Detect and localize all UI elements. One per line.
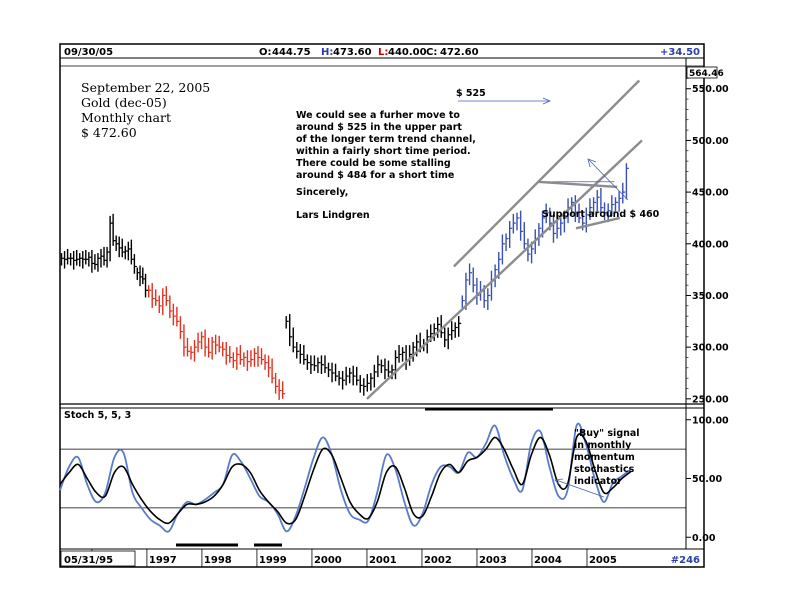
target-label: $ 525 <box>456 88 486 99</box>
header-change: +34.50 <box>660 47 700 58</box>
header-close: 472.60 <box>440 47 479 58</box>
trend-line <box>453 79 641 268</box>
stoch-title: Stoch 5, 5, 3 <box>64 410 131 421</box>
trend-line <box>366 139 643 400</box>
header-open: 444.75 <box>272 47 311 58</box>
trend-line <box>537 180 618 189</box>
chart-frame <box>59 43 705 568</box>
buy-arrow-head <box>554 478 564 487</box>
header-high: 473.60 <box>333 47 372 58</box>
commentary-line: of the longer term trend channel, <box>296 134 476 145</box>
buy-line-3: momentum <box>574 452 635 463</box>
title-date: September 22, 2005 <box>81 80 211 95</box>
buy-arrow <box>555 479 605 498</box>
price-tick-label: 300.00 <box>692 343 729 354</box>
title-period: Monthly chart <box>81 110 171 125</box>
header-low-label: L: <box>378 47 388 58</box>
buy-line-4: stochastics <box>574 464 635 475</box>
buy-line-5: indicator <box>574 476 622 487</box>
time-tick-label: 2003 <box>479 555 507 566</box>
stoch-tick-label: 50.00 <box>692 474 722 485</box>
header-open-label: O: <box>259 47 272 58</box>
time-tick-label: 2001 <box>369 555 397 566</box>
stoch-tick-label: 100.00 <box>692 415 729 426</box>
last-price-marker <box>686 66 718 79</box>
buy-line-2: in monthly <box>574 440 632 451</box>
commentary-sign-2: Lars Lindgren <box>296 210 370 221</box>
header-high-label: H: <box>321 47 333 58</box>
price-tick-label: 500.00 <box>692 136 729 147</box>
header-close-label: C: <box>426 47 437 58</box>
price-tick-label: 250.00 <box>692 394 729 405</box>
commentary-line: within a fairly short time period. <box>296 146 471 157</box>
trend-lines <box>366 79 643 400</box>
time-tick-label: 1997 <box>149 555 177 566</box>
commentary-line: We could see a furher move to <box>296 110 460 121</box>
price-tick-label: 400.00 <box>692 239 729 250</box>
commentary-line: around $ 484 for a short time <box>296 170 455 181</box>
title-instrument: Gold (dec-05) <box>81 95 167 110</box>
support-arrow <box>588 159 629 201</box>
time-tick-label: 1998 <box>204 555 232 566</box>
start-date-box <box>60 550 136 567</box>
price-tick-label: 350.00 <box>692 291 729 302</box>
commentary-line: There could be some stalling <box>296 158 451 169</box>
buy-line-1: "Buy" signal <box>574 428 640 439</box>
stoch-k-line <box>59 422 632 533</box>
commentary-sign-1: Sincerely, <box>296 187 349 198</box>
time-tick-label: 2002 <box>424 555 452 566</box>
last-price-label: 564.46 <box>689 69 724 79</box>
stoch-lines <box>59 422 632 533</box>
support-label: Support around $ 460 <box>542 209 660 220</box>
stoch-tick-label: 0.00 <box>692 533 716 544</box>
time-axis: 6199719981999200020012002200320042005 <box>91 549 617 567</box>
footer-bar-count: #246 <box>671 555 700 566</box>
time-tick-label: 2000 <box>314 555 342 566</box>
price-bars <box>60 163 629 400</box>
price-tick-label: 450.00 <box>692 188 729 199</box>
footer-start-date: 05/31/95 <box>64 555 113 566</box>
title-price: $ 472.60 <box>81 125 137 140</box>
price-tick-label: 550.00 <box>692 84 729 95</box>
header-date: 09/30/05 <box>64 47 113 58</box>
trend-line <box>575 216 621 230</box>
time-tick-label: 2005 <box>589 555 617 566</box>
stoch-axis: 100.00 50.00 0.00 <box>686 415 729 544</box>
header-low: 440.00 <box>388 47 427 58</box>
chart-title-block: September 22, 2005 Gold (dec-05) Monthly… <box>81 80 210 140</box>
time-tick-label: 1999 <box>259 555 287 566</box>
commentary-line: around $ 525 in the upper part <box>296 122 462 133</box>
target-arrow-head <box>542 97 552 105</box>
support-arrow-head <box>587 158 597 168</box>
price-axis: 550.00 500.00 450.00 400.00 350.00 300.00 250.… <box>686 78 729 405</box>
time-tick-label: 2004 <box>534 555 562 566</box>
stoch-d-line <box>59 433 632 525</box>
commentary-block: We could see a furher move to around $ 5… <box>296 110 476 182</box>
